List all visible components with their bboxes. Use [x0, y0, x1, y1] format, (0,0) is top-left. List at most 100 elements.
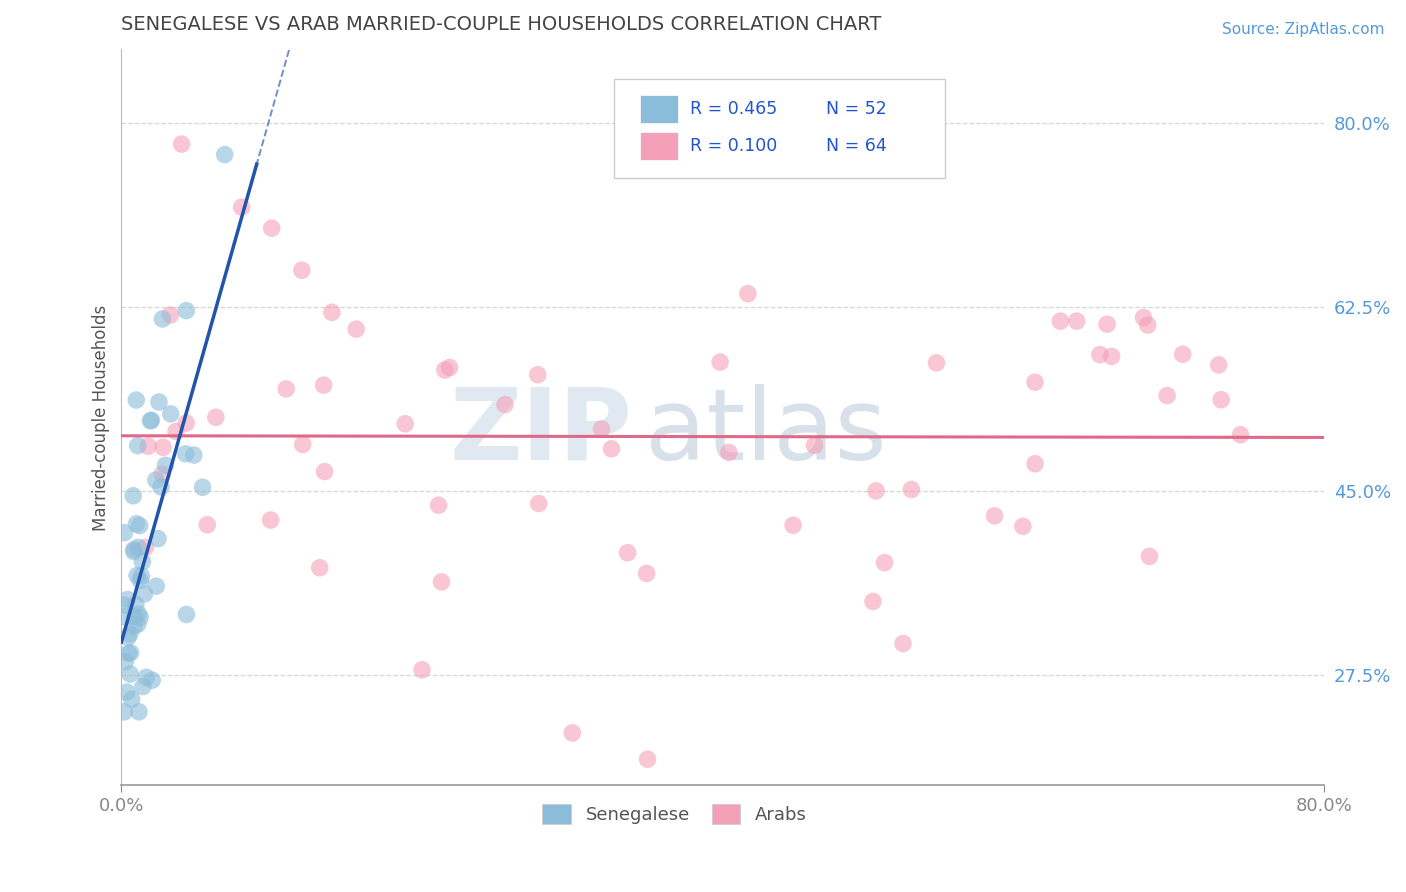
- Point: [174, 416, 197, 430]
- Point: [260, 221, 283, 235]
- Point: [145, 473, 167, 487]
- Point: [291, 437, 314, 451]
- Point: [136, 439, 159, 453]
- Point: [862, 594, 884, 608]
- Point: [122, 542, 145, 557]
- Point: [411, 663, 433, 677]
- Point: [183, 448, 205, 462]
- Point: [131, 569, 153, 583]
- Point: [433, 363, 456, 377]
- Point: [1095, 317, 1118, 331]
- Point: [1136, 318, 1159, 332]
- Point: [925, 356, 948, 370]
- Point: [139, 414, 162, 428]
- Point: [1024, 457, 1046, 471]
- Text: R = 0.100: R = 0.100: [690, 136, 778, 155]
- Point: [1156, 389, 1178, 403]
- Point: [146, 532, 169, 546]
- Point: [145, 579, 167, 593]
- Point: [132, 680, 155, 694]
- Point: [117, 592, 139, 607]
- Point: [174, 447, 197, 461]
- Point: [124, 609, 146, 624]
- Point: [1208, 358, 1230, 372]
- Point: [128, 705, 150, 719]
- Point: [344, 322, 367, 336]
- Point: [1132, 310, 1154, 325]
- Point: [125, 568, 148, 582]
- Point: [637, 752, 659, 766]
- Point: [165, 425, 187, 439]
- Point: [782, 518, 804, 533]
- Bar: [640, 132, 678, 160]
- Point: [191, 480, 214, 494]
- Point: [308, 560, 330, 574]
- Point: [125, 598, 148, 612]
- Point: [129, 574, 152, 588]
- Text: ZIP: ZIP: [450, 384, 633, 481]
- Point: [135, 541, 157, 555]
- Point: [527, 496, 550, 510]
- Point: [803, 438, 825, 452]
- Point: [150, 480, 173, 494]
- Text: N = 64: N = 64: [827, 136, 887, 155]
- Text: Source: ZipAtlas.com: Source: ZipAtlas.com: [1222, 22, 1385, 37]
- Point: [1229, 427, 1251, 442]
- Point: [155, 458, 177, 473]
- Point: [195, 517, 218, 532]
- Point: [1049, 314, 1071, 328]
- Point: [141, 413, 163, 427]
- Point: [117, 646, 139, 660]
- Point: [276, 382, 298, 396]
- Point: [600, 442, 623, 456]
- Point: [591, 422, 613, 436]
- Point: [321, 305, 343, 319]
- Point: [1088, 348, 1111, 362]
- Point: [127, 617, 149, 632]
- Legend: Senegalese, Arabs: Senegalese, Arabs: [536, 797, 814, 831]
- Point: [127, 541, 149, 555]
- Point: [115, 685, 138, 699]
- Point: [1012, 519, 1035, 533]
- Point: [983, 508, 1005, 523]
- Point: [114, 609, 136, 624]
- Point: [122, 544, 145, 558]
- Point: [114, 655, 136, 669]
- Point: [427, 498, 450, 512]
- Point: [1171, 347, 1194, 361]
- Point: [125, 516, 148, 531]
- Point: [526, 368, 548, 382]
- Point: [114, 598, 136, 612]
- Point: [709, 355, 731, 369]
- Point: [128, 518, 150, 533]
- Point: [1209, 392, 1232, 407]
- Point: [152, 440, 174, 454]
- Point: [129, 610, 152, 624]
- Point: [1139, 549, 1161, 564]
- Point: [114, 705, 136, 719]
- Text: N = 52: N = 52: [827, 100, 887, 118]
- Point: [141, 673, 163, 688]
- Point: [176, 303, 198, 318]
- Point: [125, 392, 148, 407]
- Point: [636, 566, 658, 581]
- Point: [128, 607, 150, 621]
- Point: [394, 417, 416, 431]
- Point: [231, 200, 253, 214]
- Point: [314, 465, 336, 479]
- Point: [259, 513, 281, 527]
- FancyBboxPatch shape: [614, 78, 945, 178]
- Point: [430, 574, 453, 589]
- Point: [121, 692, 143, 706]
- Point: [900, 483, 922, 497]
- Point: [114, 525, 136, 540]
- Point: [131, 555, 153, 569]
- Point: [1024, 375, 1046, 389]
- Point: [159, 308, 181, 322]
- Text: R = 0.465: R = 0.465: [690, 100, 778, 118]
- Point: [616, 546, 638, 560]
- Y-axis label: Married-couple Households: Married-couple Households: [93, 304, 110, 531]
- Point: [170, 137, 193, 152]
- Point: [152, 312, 174, 326]
- Point: [214, 147, 236, 161]
